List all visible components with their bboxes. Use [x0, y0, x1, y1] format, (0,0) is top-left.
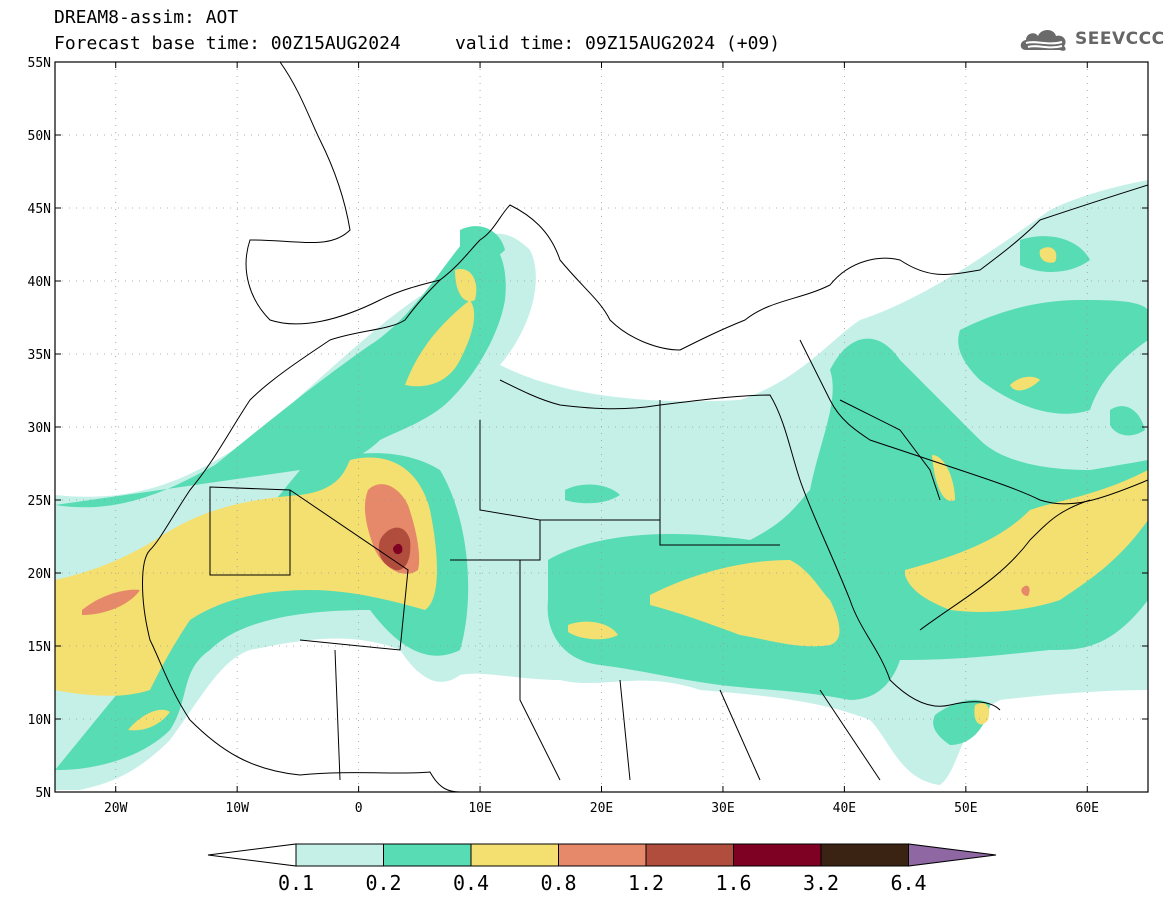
coastlines-borders [142, 62, 1148, 792]
lat-tick-label: 50N [28, 129, 51, 144]
forecast-time-subtitle: Forecast base time: 00Z15AUG2024 valid t… [54, 33, 781, 54]
colorbar-swatch [558, 843, 647, 867]
map-title: DREAM8-assim: AOT [54, 7, 239, 28]
lon-tick-label: 40E [833, 801, 856, 816]
colorbar-label: 0.4 [453, 871, 489, 895]
lon-tick-label: 50E [954, 801, 977, 816]
seevccc-logo: SEEVCCC [1018, 24, 1165, 54]
colorbar-label: 1.2 [628, 871, 664, 895]
logo-text: SEEVCCC [1075, 29, 1165, 49]
lat-tick-label: 40N [28, 275, 51, 290]
lat-tick-label: 35N [28, 348, 51, 363]
lon-tick-label: 20W [104, 801, 128, 816]
lon-tick-label: 10W [225, 801, 249, 816]
lat-tick-label: 45N [28, 202, 51, 217]
longitude-axis: 20W 10W 0 10E 20E 30E 40E 50E 60E [104, 62, 1099, 816]
colorbar-labels: 0.1 0.2 0.4 0.8 1.2 1.6 3.2 6.4 [278, 871, 927, 895]
colorbar-under-triangle [207, 843, 297, 867]
colorbar-label: 0.8 [540, 871, 576, 895]
colorbar [207, 843, 997, 867]
colorbar-swatch [295, 843, 384, 867]
lon-tick-label: 10E [468, 801, 491, 816]
colorbar-label: 0.2 [365, 871, 401, 895]
colorbar-swatch [470, 843, 559, 867]
cloud-icon [1020, 30, 1066, 51]
colorbar-swatch [733, 843, 822, 867]
colorbar-swatch [383, 843, 472, 867]
colorbar-label: 1.6 [715, 871, 751, 895]
aot-contour-1.6 [393, 543, 403, 555]
lat-tick-label: 30N [28, 421, 51, 436]
colorbar-swatch [645, 843, 734, 867]
lon-tick-label: 0 [355, 801, 363, 816]
colorbar-label: 3.2 [803, 871, 839, 895]
lon-tick-label: 20E [590, 801, 613, 816]
aot-field [55, 180, 1148, 790]
lat-tick-label: 55N [28, 56, 51, 71]
lat-tick-label: 20N [28, 567, 51, 582]
lat-tick-label: 5N [35, 786, 51, 801]
aot-contour-0.4 [55, 247, 1148, 731]
lat-tick-label: 10N [28, 713, 51, 728]
colorbar-over-triangle [908, 843, 997, 867]
colorbar-label: 6.4 [890, 871, 926, 895]
lat-tick-label: 25N [28, 494, 51, 509]
latitude-axis: 55N 50N 45N 40N 35N 30N 25N 20N 15N 10N 5N [28, 56, 1148, 801]
lon-tick-label: 60E [1076, 801, 1099, 816]
colorbar-swatch [820, 843, 909, 867]
lat-tick-label: 15N [28, 640, 51, 655]
lon-tick-label: 30E [711, 801, 734, 816]
colorbar-label: 0.1 [278, 871, 314, 895]
